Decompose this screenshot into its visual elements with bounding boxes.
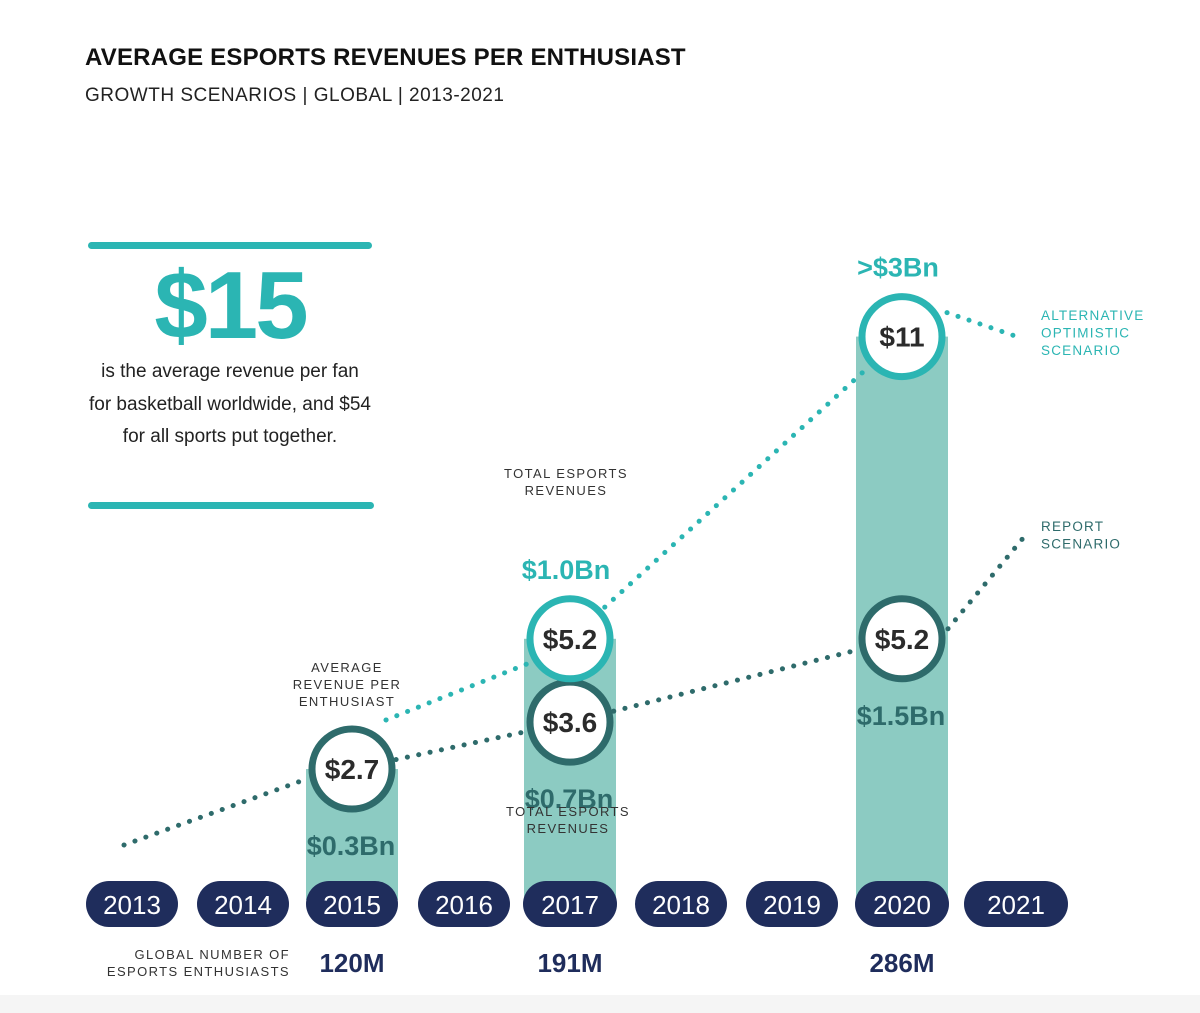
revenue-label-alt-2020: >$3Bn xyxy=(857,253,939,283)
value-circle-alt-2017 xyxy=(526,595,614,683)
value-label-alt-2017: $5.2 xyxy=(543,624,598,655)
legend-alt-scenario-1: OPTIMISTIC xyxy=(1041,326,1130,341)
annotation-total-top-0: TOTAL ESPORTS xyxy=(504,466,628,481)
callout-text: is the average revenue per fan for baske… xyxy=(88,361,371,447)
footer-strip xyxy=(0,995,1200,1013)
value-label-report-2017: $3.6 xyxy=(543,707,598,738)
year-label-2015: 2015 xyxy=(323,890,381,920)
year-pill-2015 xyxy=(306,881,398,927)
report-line-start xyxy=(121,775,311,848)
chart-title: AVERAGE ESPORTS REVENUES PER ENTHUSIAST xyxy=(85,44,686,71)
annotation-avg-revenue-0: AVERAGE xyxy=(311,660,383,675)
enthusiasts-2017: 191M xyxy=(537,948,602,978)
report-line-seg-1 xyxy=(611,647,861,714)
callout-top-bar xyxy=(88,242,372,249)
year-label-2014: 2014 xyxy=(214,890,272,920)
year-pill-2014 xyxy=(197,881,289,927)
year-label-2016: 2016 xyxy=(435,890,493,920)
year-label-2018: 2018 xyxy=(652,890,710,920)
enthusiasts-2015: 120M xyxy=(319,948,384,978)
value-label-alt-2020: $11 xyxy=(879,322,924,353)
report-line-seg-0 xyxy=(393,729,529,763)
annotation-total-bottom-0: TOTAL ESPORTS xyxy=(506,804,630,819)
year-label-2013: 2013 xyxy=(103,890,161,920)
value-circle-report-2015 xyxy=(308,725,396,813)
annotation-enthusiasts-1: ESPORTS ENTHUSIASTS xyxy=(107,964,290,979)
alt-line-seg-1 xyxy=(602,365,870,610)
callout-bottom-bar xyxy=(88,502,374,509)
year-pill-2019 xyxy=(746,881,838,927)
value-label-report-2020: $5.2 xyxy=(875,624,930,655)
year-pill-2020 xyxy=(855,881,949,927)
revenue-label-alt-2017: $1.0Bn xyxy=(522,555,611,585)
chart-subtitle: GROWTH SCENARIOS | GLOBAL | 2013-2021 xyxy=(85,85,505,106)
revenue-label-report-2017: $0.7Bn xyxy=(525,784,614,814)
legend-report-scenario-1: SCENARIO xyxy=(1041,537,1121,552)
year-pill-2013 xyxy=(86,881,178,927)
year-pill-2018 xyxy=(635,881,727,927)
annotation-enthusiasts-0: GLOBAL NUMBER OF xyxy=(134,947,290,962)
year-label-2017: 2017 xyxy=(541,890,599,920)
alt-line-end xyxy=(944,310,1024,341)
value-label-report-2015: $2.7 xyxy=(325,754,380,785)
value-circle-report-2020 xyxy=(858,595,946,683)
legend-alt-scenario-0: ALTERNATIVE xyxy=(1041,308,1144,323)
legend-alt-scenario-2: SCENARIO xyxy=(1041,343,1121,358)
callout-value: $15 xyxy=(154,252,308,359)
revenue-label-report-2020: $1.5Bn xyxy=(857,701,946,731)
year-pill-2017 xyxy=(523,881,617,927)
year-label-2021: 2021 xyxy=(987,890,1045,920)
value-circle-alt-2020 xyxy=(858,293,946,381)
legend-report-scenario-0: REPORT xyxy=(1041,519,1104,534)
annotation-total-top-1: REVENUES xyxy=(525,483,608,498)
year-label-2020: 2020 xyxy=(873,890,931,920)
year-pill-2016 xyxy=(418,881,510,927)
annotation-avg-revenue-2: ENTHUSIAST xyxy=(299,694,395,709)
revenue-label-report-2015: $0.3Bn xyxy=(307,831,396,861)
enthusiasts-2020: 286M xyxy=(869,948,934,978)
report-line-end xyxy=(945,534,1027,632)
year-pill-2021 xyxy=(964,881,1068,927)
year-label-2019: 2019 xyxy=(763,890,821,920)
annotation-avg-revenue-1: REVENUE PER xyxy=(293,677,402,692)
annotation-total-bottom-1: REVENUES xyxy=(527,821,610,836)
alt-line-seg-0 xyxy=(383,660,533,723)
